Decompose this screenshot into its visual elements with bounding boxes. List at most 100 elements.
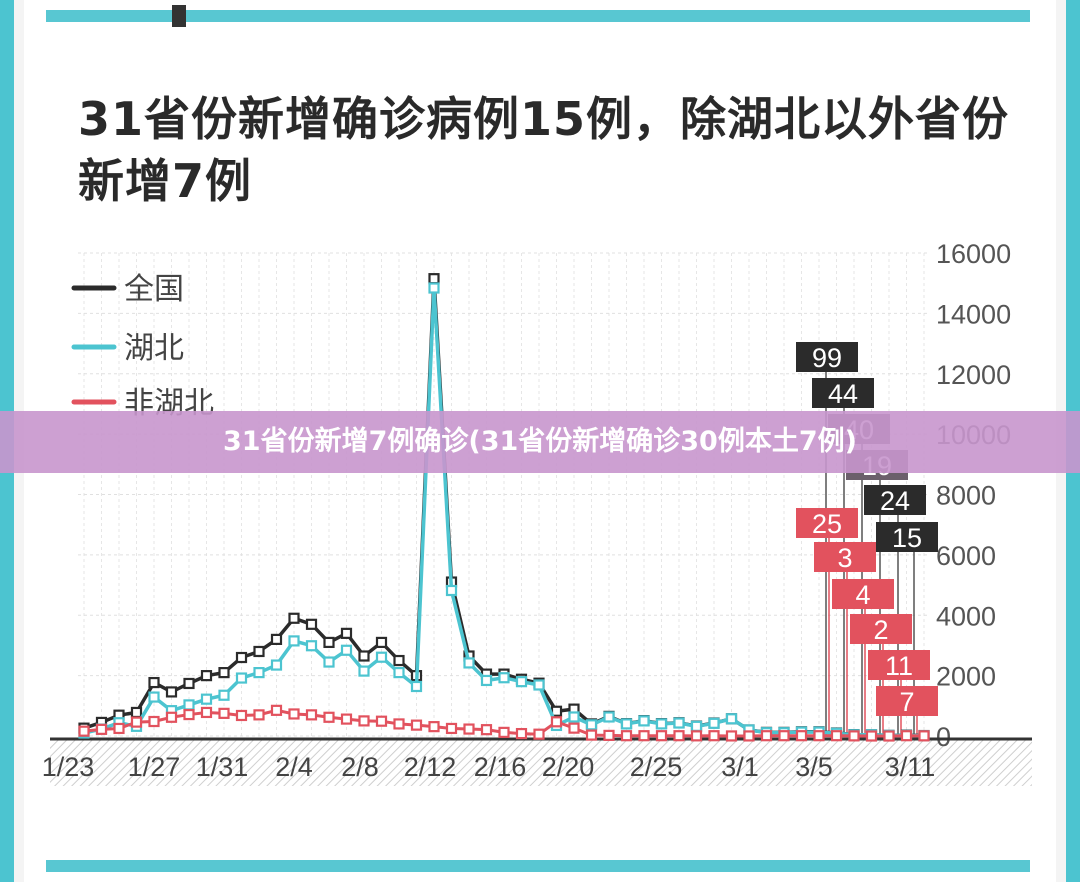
data-point-hubei: [708, 717, 720, 729]
annotation-label-non-hubei: 4: [855, 580, 870, 610]
data-point-national: [130, 706, 143, 719]
data-point-non-hubei: [620, 730, 633, 742]
data-point-non-hubei: [690, 730, 703, 742]
data-point-non-hubei: [148, 715, 160, 728]
data-point-non-hubei: [655, 730, 668, 742]
data-point-non-hubei: [515, 727, 528, 740]
y-tick-label: 6000: [936, 541, 996, 571]
data-point-hubei: [323, 656, 335, 668]
bottom-stripe: [46, 860, 1030, 872]
data-point-non-hubei: [183, 708, 195, 721]
data-point-non-hubei: [113, 722, 125, 735]
data-point-non-hubei: [550, 716, 563, 728]
x-tick-label: 1/23: [42, 752, 95, 782]
data-point-non-hubei: [498, 726, 510, 738]
annotation-label-total: 24: [880, 486, 910, 516]
data-point-hubei: [655, 718, 668, 730]
data-point-non-hubei: [375, 715, 388, 727]
data-point-non-hubei: [463, 723, 475, 735]
data-point-hubei: [463, 657, 475, 669]
data-point-non-hubei: [130, 716, 143, 728]
chart-title: 31省份新增确诊病例15例，除湖北以外省份新增7例: [78, 92, 1010, 208]
x-tick-label: 1/31: [196, 752, 249, 782]
data-point-hubei: [725, 713, 738, 725]
x-tick-label: 2/12: [404, 752, 457, 782]
data-point-hubei: [445, 584, 458, 597]
data-point-non-hubei: [358, 715, 370, 727]
x-tick-label: 3/1: [721, 752, 759, 782]
data-point-hubei: [218, 689, 230, 701]
annotation-box-total: [796, 342, 858, 372]
data-point-hubei: [498, 672, 510, 684]
data-point-national: [305, 618, 318, 630]
x-tick-label: 2/4: [275, 752, 313, 782]
data-point-non-hubei: [743, 730, 755, 742]
top-stripe-mark: [172, 5, 186, 27]
data-point-non-hubei: [235, 709, 248, 722]
caption-banner-text: 31省份新增7例确诊(31省份新增确诊30例本土7例): [223, 426, 857, 457]
data-point-hubei: [305, 640, 318, 652]
data-point-non-hubei: [673, 730, 685, 742]
y-tick-label: 16000: [936, 239, 1011, 269]
annotation-label-total: 99: [812, 343, 842, 373]
legend-label-national: 全国: [124, 272, 184, 307]
data-point-non-hubei: [480, 724, 493, 736]
data-point-non-hubei: [848, 730, 860, 742]
data-point-hubei: [673, 717, 685, 729]
data-point-non-hubei: [603, 729, 615, 741]
annotation-box-non-hubei: [876, 686, 938, 716]
data-point-non-hubei: [813, 730, 825, 742]
x-tick-label: 1/27: [128, 752, 181, 782]
data-point-hubei: [585, 719, 598, 731]
data-point-non-hubei: [340, 713, 353, 725]
annotation-box-non-hubei: [868, 650, 930, 680]
y-tick-label: 14000: [936, 299, 1011, 329]
data-point-national: [428, 273, 440, 285]
data-point-non-hubei: [288, 708, 300, 720]
annotation-box-non-hubei: [832, 579, 894, 609]
data-point-hubei: [533, 679, 545, 691]
data-point-hubei: [393, 667, 405, 679]
data-point-non-hubei: [165, 711, 178, 723]
data-point-hubei: [428, 282, 440, 294]
legend-label-hubei: 湖北: [124, 331, 184, 366]
data-point-non-hubei: [428, 721, 440, 733]
data-point-national: [358, 650, 370, 662]
data-point-hubei: [638, 715, 650, 727]
data-point-non-hubei: [568, 722, 580, 734]
annotation-box-total: [876, 522, 938, 552]
data-point-non-hubei: [270, 704, 283, 716]
annotation-label-non-hubei: 3: [837, 543, 852, 573]
data-point-non-hubei: [323, 711, 335, 723]
y-tick-label: 4000: [936, 601, 996, 631]
data-point-non-hubei: [585, 729, 598, 741]
data-point-non-hubei: [533, 728, 545, 740]
data-point-non-hubei: [638, 730, 650, 742]
data-point-national: [235, 651, 248, 664]
x-tick-label: 2/25: [630, 752, 683, 782]
data-point-national: [340, 627, 353, 639]
data-point-national: [148, 676, 160, 689]
data-point-hubei: [183, 699, 195, 711]
data-point-non-hubei: [830, 730, 843, 742]
data-point-non-hubei: [795, 730, 808, 742]
data-point-national: [218, 667, 230, 679]
axis-band: [50, 740, 1032, 786]
data-point-non-hubei: [78, 725, 90, 737]
annotation-box-total: [812, 378, 874, 408]
data-point-non-hubei: [410, 719, 423, 731]
annotation-label-non-hubei: 2: [873, 615, 888, 645]
top-stripe: [46, 10, 1030, 22]
annotation-box-non-hubei: [814, 542, 876, 572]
data-point-hubei: [375, 651, 388, 663]
data-point-non-hubei: [865, 730, 878, 742]
data-point-non-hubei: [900, 730, 913, 742]
data-point-non-hubei: [760, 730, 773, 742]
data-point-national: [375, 636, 388, 649]
data-point-national: [323, 636, 335, 649]
data-point-hubei: [690, 720, 703, 732]
data-point-hubei: [603, 711, 615, 723]
data-point-national: [288, 612, 300, 624]
y-tick-label: 12000: [936, 360, 1011, 390]
data-point-hubei: [480, 674, 493, 687]
